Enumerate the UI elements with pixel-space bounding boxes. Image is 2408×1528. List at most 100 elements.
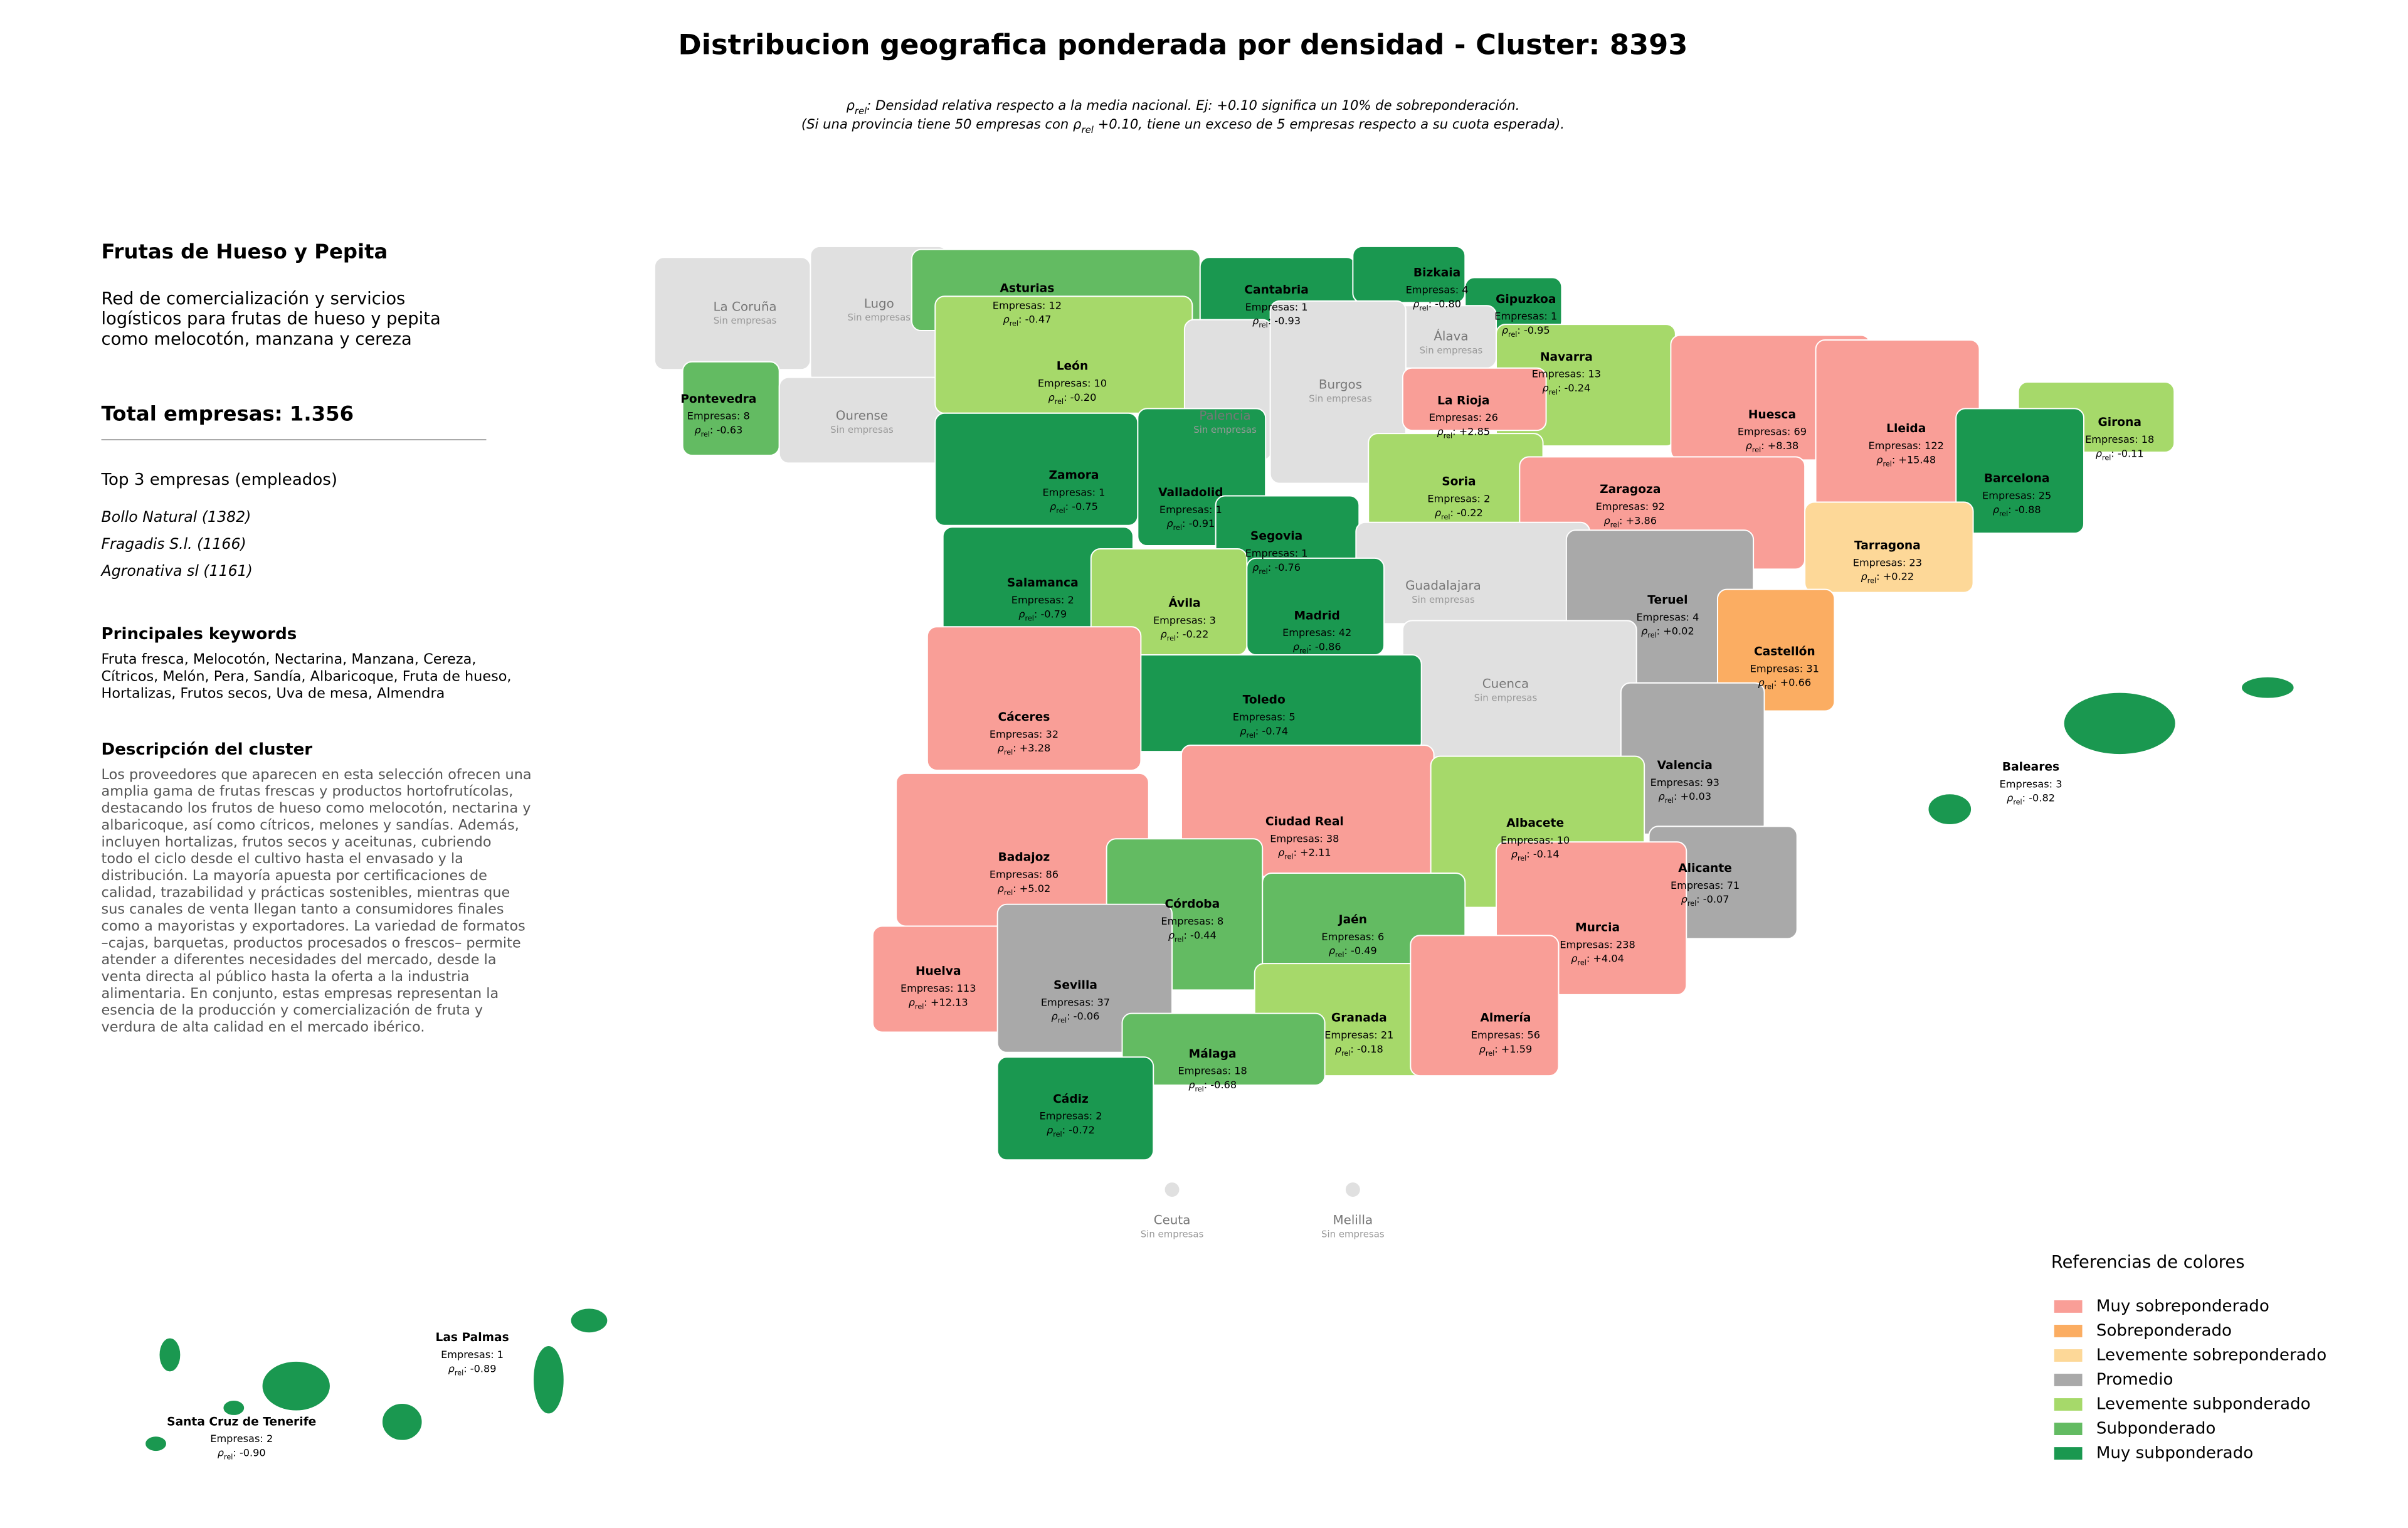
companies-label: Empresas: 32 — [990, 728, 1059, 740]
separator: : — [1295, 547, 1302, 559]
description-line: como a mayoristas y exportadores. La var… — [102, 918, 525, 934]
rho-label: ρrel: -0.44 — [1168, 929, 1217, 943]
companies-label: Empresas: 56 — [1471, 1029, 1540, 1041]
separator: : — [2032, 489, 2039, 501]
companies-label: Empresas: 3 — [1153, 614, 1216, 626]
companies-prefix: Empresas — [1853, 556, 1903, 568]
companies-label: Empresas: 2 — [210, 1433, 273, 1445]
rho-label: ρrel: -0.88 — [1993, 503, 2041, 517]
separator: : — [1065, 500, 1072, 512]
rho-symbol: ρ — [998, 742, 1005, 754]
rho-symbol: ρ — [1876, 454, 1883, 465]
description-line: alimentaria. En conjunto, estas empresas… — [102, 985, 499, 1002]
rho-value: +3.28 — [1020, 742, 1050, 754]
rho-symbol: ρ — [1293, 640, 1300, 652]
no-companies: Sin empresas — [1474, 692, 1538, 704]
separator: : — [710, 424, 717, 436]
companies-prefix: Empresas — [1161, 915, 1210, 927]
companies-prefix: Empresas — [1427, 492, 1477, 504]
no-companies: Sin empresas — [847, 312, 911, 323]
description-line: atender a diferentes necesidades del mer… — [102, 952, 497, 968]
province-name: Zaragoza — [1600, 483, 1661, 496]
subtitle-part: : Densidad relativa respecto a la media … — [867, 97, 1519, 113]
separator: : — [1455, 284, 1462, 295]
rho-symbol: ρ — [1047, 1124, 1054, 1136]
separator: : — [1034, 608, 1041, 620]
rho-subscript: rel — [1299, 647, 1308, 655]
rho-label: ρrel: -0.22 — [1160, 628, 1208, 642]
description-line: –cajas, barquetas, productos procesados … — [102, 935, 521, 951]
separator: : — [1332, 627, 1339, 639]
rho-subscript: rel — [1195, 1085, 1203, 1093]
separator: : — [1428, 297, 1435, 309]
rho-value: +0.22 — [1883, 570, 1914, 582]
companies-value: 8 — [743, 410, 749, 422]
province-name: Bizkaia — [1413, 267, 1460, 280]
province — [2241, 676, 2295, 699]
rho-symbol: ρ — [1003, 313, 1010, 325]
legend-swatch — [2054, 1349, 2083, 1362]
description-line: todo el ciclo desde el cultivo hasta el … — [102, 851, 463, 867]
province-name: Pontevedra — [680, 393, 756, 406]
province-name: Cádiz — [1053, 1093, 1089, 1106]
companies-value: 1 — [1551, 310, 1557, 322]
province-name: Huelva — [916, 965, 961, 978]
province — [1410, 935, 1560, 1077]
companies-label: Empresas: 37 — [1041, 996, 1110, 1008]
separator: : — [1295, 300, 1302, 312]
rho-value: +0.03 — [1681, 790, 1711, 802]
companies-prefix: Empresas — [210, 1433, 260, 1445]
separator: : — [1087, 377, 1094, 389]
rho-symbol: ρ — [1048, 391, 1055, 403]
legend-label: Muy subponderado — [2096, 1444, 2253, 1463]
separator: : — [1892, 454, 1899, 465]
rho-label: ρrel: -0.95 — [1502, 324, 1550, 339]
companies-value: 2 — [1484, 492, 1490, 504]
rho-subscript: rel — [1508, 331, 1517, 339]
companies-value: 122 — [1925, 439, 1944, 451]
companies-label: Empresas: 31 — [1750, 662, 1819, 674]
rho-subscript: rel — [1058, 1016, 1067, 1024]
rho-label: ρrel: +3.86 — [1603, 514, 1657, 529]
intro-line: Red de comercialización y servicios — [102, 289, 406, 309]
rho-label: ρrel: -0.24 — [1542, 382, 1590, 396]
companies-value: 56 — [1527, 1029, 1540, 1041]
separator: : — [1062, 1124, 1069, 1136]
companies-label: Empresas: 18 — [1178, 1064, 1247, 1076]
companies-value: 92 — [1652, 500, 1665, 512]
rho-label: ρrel: -0.49 — [1329, 945, 1377, 959]
separator: : — [1319, 832, 1326, 844]
rho-value: -0.79 — [1040, 608, 1067, 620]
province-name: Tarragona — [1854, 539, 1921, 553]
rho-label: ρrel: -0.82 — [2007, 792, 2055, 806]
province — [2062, 691, 2177, 756]
rho-symbol: ρ — [1018, 608, 1025, 620]
province-name: Ceuta — [1154, 1213, 1191, 1228]
companies-label: Empresas: 23 — [1853, 556, 1922, 568]
companies-label: Empresas: 5 — [1233, 711, 1296, 723]
province-name: Córdoba — [1165, 898, 1220, 911]
province-name: Granada — [1331, 1012, 1387, 1025]
rho-symbol: ρ — [1160, 628, 1167, 640]
companies-label: Empresas: 1 — [1159, 503, 1222, 515]
companies-value: 3 — [2056, 778, 2062, 790]
province-name: Asturias — [1000, 282, 1054, 295]
companies-value: 1 — [1301, 300, 1307, 312]
rho-label: ρrel: -0.18 — [1335, 1043, 1383, 1057]
companies-value: 18 — [2141, 433, 2155, 445]
rho-label: ρrel: +0.66 — [1758, 676, 1812, 691]
rho-symbol: ρ — [1413, 297, 1420, 309]
rho-value: -0.91 — [1189, 517, 1215, 529]
rho-label: ρrel: -0.20 — [1048, 391, 1097, 405]
separator: : — [1876, 570, 1883, 582]
province — [222, 1399, 246, 1416]
rho-subscript: rel — [701, 430, 710, 438]
rho-subscript: rel — [1486, 1049, 1494, 1057]
province-name: Huesca — [1748, 408, 1796, 422]
province-name: Cuenca — [1482, 677, 1529, 691]
separator: : — [1657, 625, 1664, 637]
rho-label: ρrel: -0.74 — [1240, 724, 1288, 739]
separator: : — [1268, 561, 1275, 573]
province — [158, 1337, 182, 1373]
rho-subscript: rel — [2102, 454, 2111, 462]
